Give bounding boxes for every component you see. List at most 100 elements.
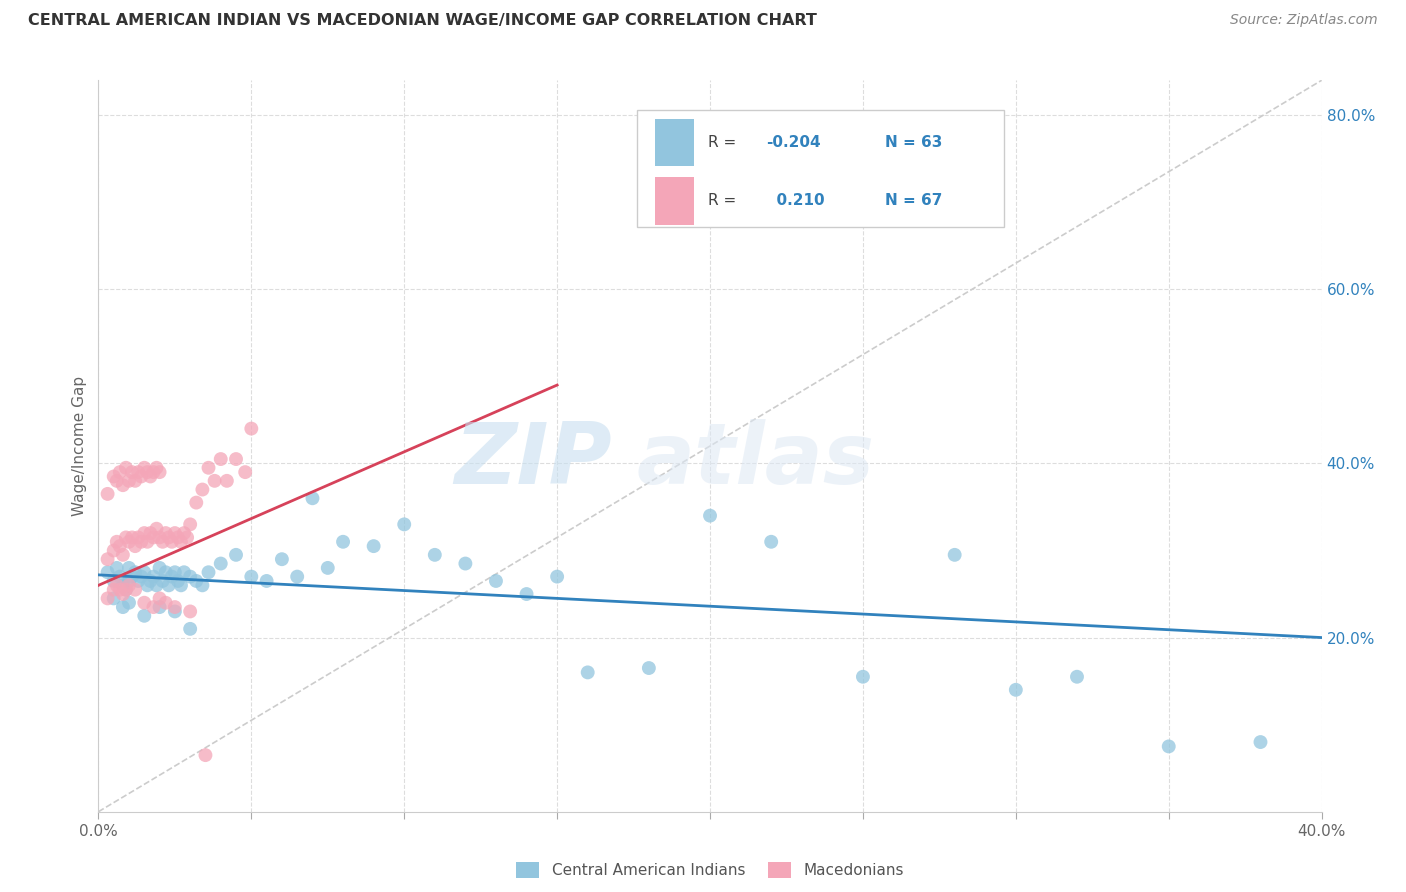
- Point: [209, 452, 232, 467]
- Point: [108, 582, 131, 597]
- Point: [285, 569, 308, 583]
- Point: [111, 548, 134, 562]
- Point: [134, 460, 156, 475]
- Point: [139, 526, 162, 541]
- Point: [179, 569, 201, 583]
- Point: [204, 474, 226, 488]
- Point: [124, 474, 146, 488]
- Point: [142, 465, 165, 479]
- Point: [115, 460, 138, 475]
- Point: [167, 574, 190, 588]
- Text: CENTRAL AMERICAN INDIAN VS MACEDONIAN WAGE/INCOME GAP CORRELATION CHART: CENTRAL AMERICAN INDIAN VS MACEDONIAN WA…: [28, 13, 817, 29]
- Point: [118, 534, 141, 549]
- Point: [637, 661, 661, 675]
- Point: [186, 495, 208, 509]
- Point: [124, 566, 146, 580]
- Point: [118, 561, 141, 575]
- Point: [225, 452, 247, 467]
- Y-axis label: Wage/Income Gap: Wage/Income Gap: [72, 376, 87, 516]
- Point: [454, 557, 477, 571]
- Text: N = 67: N = 67: [884, 194, 942, 209]
- Point: [167, 530, 190, 544]
- Point: [142, 600, 165, 615]
- Text: N = 63: N = 63: [884, 135, 942, 150]
- Legend: Central American Indians, Macedonians: Central American Indians, Macedonians: [510, 856, 910, 885]
- Text: Source: ZipAtlas.com: Source: ZipAtlas.com: [1230, 13, 1378, 28]
- Point: [155, 566, 177, 580]
- Point: [152, 574, 174, 588]
- Point: [233, 465, 256, 479]
- Point: [134, 566, 156, 580]
- Point: [163, 566, 186, 580]
- Point: [142, 530, 165, 544]
- Point: [699, 508, 721, 523]
- Point: [115, 530, 138, 544]
- Point: [423, 548, 446, 562]
- Point: [157, 578, 180, 592]
- Point: [129, 534, 152, 549]
- Point: [136, 578, 159, 592]
- Point: [139, 469, 162, 483]
- Point: [149, 465, 172, 479]
- Point: [149, 600, 172, 615]
- Point: [134, 526, 156, 541]
- Text: -0.204: -0.204: [766, 135, 821, 150]
- Point: [176, 530, 198, 544]
- Point: [108, 465, 131, 479]
- Point: [209, 557, 232, 571]
- Point: [332, 534, 354, 549]
- Point: [108, 539, 131, 553]
- Point: [215, 474, 238, 488]
- Point: [152, 534, 174, 549]
- Point: [485, 574, 508, 588]
- Point: [115, 582, 138, 597]
- Point: [197, 566, 219, 580]
- Bar: [655, 177, 695, 225]
- Point: [270, 552, 292, 566]
- Point: [121, 530, 143, 544]
- Point: [191, 578, 214, 592]
- Point: [118, 574, 141, 588]
- Point: [105, 534, 128, 549]
- Point: [97, 487, 120, 501]
- Point: [124, 582, 146, 597]
- Point: [240, 569, 263, 583]
- Point: [139, 574, 162, 588]
- Text: ZIP: ZIP: [454, 419, 612, 502]
- Point: [197, 460, 219, 475]
- Point: [163, 526, 186, 541]
- Point: [149, 530, 172, 544]
- Point: [134, 596, 156, 610]
- Point: [173, 566, 195, 580]
- Point: [145, 578, 167, 592]
- Point: [124, 539, 146, 553]
- Point: [1249, 735, 1271, 749]
- Point: [103, 591, 125, 606]
- Text: 0.210: 0.210: [766, 194, 825, 209]
- Point: [1004, 682, 1026, 697]
- FancyBboxPatch shape: [637, 110, 1004, 227]
- Text: R =: R =: [707, 194, 741, 209]
- Point: [149, 561, 172, 575]
- Point: [1066, 670, 1088, 684]
- Point: [170, 578, 193, 592]
- Point: [134, 608, 156, 623]
- Point: [127, 574, 149, 588]
- Point: [186, 574, 208, 588]
- Point: [256, 574, 278, 588]
- Point: [97, 591, 120, 606]
- Point: [157, 530, 180, 544]
- Point: [194, 748, 217, 763]
- Point: [97, 552, 120, 566]
- Point: [160, 534, 183, 549]
- Text: R =: R =: [707, 135, 741, 150]
- Point: [191, 483, 214, 497]
- Point: [136, 465, 159, 479]
- Point: [173, 526, 195, 541]
- Point: [179, 517, 201, 532]
- Point: [943, 548, 966, 562]
- Point: [145, 522, 167, 536]
- Point: [103, 582, 125, 597]
- Point: [103, 469, 125, 483]
- Point: [105, 561, 128, 575]
